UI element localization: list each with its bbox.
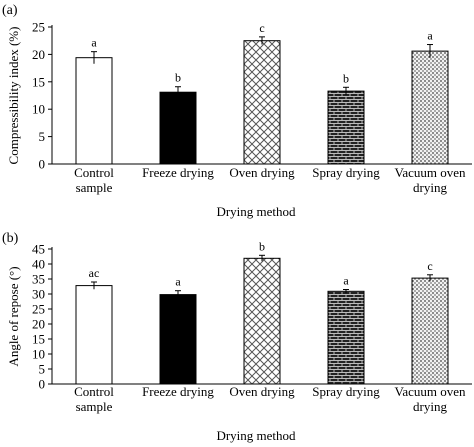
y-tick-label: 30 bbox=[32, 287, 45, 302]
bar-2 bbox=[159, 91, 197, 165]
y-tick-label: 25 bbox=[32, 302, 45, 317]
bar-1 bbox=[75, 285, 113, 385]
bar-3 bbox=[243, 257, 281, 385]
panel-label: (b) bbox=[2, 231, 19, 246]
x-tick-label: Control bbox=[74, 384, 114, 399]
y-axis-label: Compressibility index (%) bbox=[6, 27, 21, 165]
y-tick-label: 0 bbox=[39, 157, 46, 172]
bar-1 bbox=[75, 57, 113, 165]
y-tick-label: 15 bbox=[32, 332, 45, 347]
significance-letter: b bbox=[343, 71, 349, 85]
significance-letter: c bbox=[427, 259, 432, 273]
y-axis-label: Angle of repose (°) bbox=[6, 266, 21, 366]
significance-letter: a bbox=[343, 274, 349, 288]
y-tick-label: 0 bbox=[39, 377, 46, 392]
significance-letter: a bbox=[91, 36, 97, 50]
y-tick-label: 15 bbox=[32, 74, 45, 89]
x-tick-label: drying bbox=[413, 399, 447, 414]
x-tick-label: Control bbox=[74, 165, 114, 180]
x-axis-label: Drying method bbox=[216, 428, 296, 443]
y-tick-label: 20 bbox=[32, 317, 45, 332]
x-tick-label: Freeze drying bbox=[142, 384, 214, 399]
x-tick-label: Freeze drying bbox=[142, 165, 214, 180]
x-tick-label: Spray drying bbox=[312, 165, 380, 180]
x-tick-label: Spray drying bbox=[312, 384, 380, 399]
significance-letter: b bbox=[175, 71, 181, 85]
y-tick-label: 10 bbox=[32, 347, 45, 362]
x-tick-label: Oven drying bbox=[229, 384, 295, 399]
x-tick-label: drying bbox=[413, 180, 447, 195]
x-tick-label: sample bbox=[76, 399, 113, 414]
x-tick-label: Oven drying bbox=[229, 165, 295, 180]
y-tick-label: 25 bbox=[32, 20, 45, 35]
y-tick-label: 5 bbox=[39, 129, 46, 144]
y-tick-label: 5 bbox=[39, 362, 46, 377]
x-tick-label: Vacuum oven bbox=[394, 384, 466, 399]
bar-2 bbox=[159, 294, 197, 385]
significance-letter: c bbox=[259, 21, 264, 35]
bar-4 bbox=[327, 90, 365, 165]
bar-5 bbox=[411, 50, 449, 165]
y-tick-label: 20 bbox=[32, 47, 45, 62]
y-tick-label: 45 bbox=[32, 242, 45, 257]
y-tick-label: 35 bbox=[32, 272, 45, 287]
bar-4 bbox=[327, 290, 365, 385]
panel-a: (a) 0 5 10 15 20 25 Compressibility index (%) a C… bbox=[2, 3, 472, 219]
significance-letter: a bbox=[427, 29, 433, 43]
panel-label: (a) bbox=[2, 3, 18, 18]
x-axis-label: Drying method bbox=[216, 204, 296, 219]
y-tick-label: 40 bbox=[32, 257, 45, 272]
x-tick-label: sample bbox=[76, 180, 113, 195]
significance-letter: ac bbox=[89, 266, 100, 280]
significance-letter: a bbox=[175, 275, 181, 289]
significance-letter: b bbox=[259, 239, 265, 253]
bar-3 bbox=[243, 40, 281, 165]
bar-5 bbox=[411, 277, 449, 385]
x-tick-label: Vacuum oven bbox=[394, 165, 466, 180]
y-tick-label: 10 bbox=[32, 102, 45, 117]
